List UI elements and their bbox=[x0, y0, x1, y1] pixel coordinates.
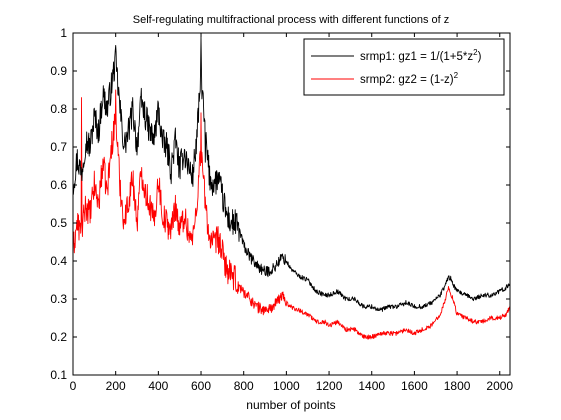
legend-label-srmp2: srmp2: gz2 = (1-z)2 bbox=[360, 71, 459, 86]
y-tick-label-1: 1 bbox=[60, 26, 67, 40]
legend-label-srmp2-sup: 2 bbox=[454, 71, 459, 80]
tick-layer: 0 200 400 600 800 1000 1200 1400 1600 1800 2000 0.1… bbox=[50, 26, 513, 393]
y-tick-label-0.9: 0.9 bbox=[50, 64, 67, 78]
x-tick-label-1400: 1400 bbox=[358, 379, 385, 393]
x-axis-label: number of points bbox=[246, 398, 335, 412]
legend-label-srmp1-main: srmp1: gz1 = 1/(1+5*z bbox=[360, 51, 473, 63]
legend-label-srmp1: srmp1: gz1 = 1/(1+5*z2) bbox=[360, 48, 482, 63]
y-tick-label-0.5: 0.5 bbox=[50, 216, 67, 230]
y-tick-label-0.4: 0.4 bbox=[50, 254, 67, 268]
x-tick-label-600: 600 bbox=[191, 379, 211, 393]
legend-label-srmp2-main: srmp2: gz2 = (1-z) bbox=[360, 74, 454, 86]
series-line-srmp2 bbox=[72, 89, 511, 340]
x-tick-label-2000: 2000 bbox=[486, 379, 513, 393]
y-tick-label-0.1: 0.1 bbox=[50, 368, 67, 382]
x-tick-label-1000: 1000 bbox=[273, 379, 300, 393]
legend-label-srmp1-tail: ) bbox=[478, 51, 482, 63]
x-tick-label-400: 400 bbox=[148, 379, 168, 393]
legend-box bbox=[303, 38, 505, 96]
y-tick-label-0.6: 0.6 bbox=[50, 178, 67, 192]
legend-label-srmp1-sup: 2 bbox=[473, 48, 478, 57]
x-tick-label-1600: 1600 bbox=[401, 379, 428, 393]
series-layer bbox=[72, 36, 511, 340]
x-tick-label-800: 800 bbox=[234, 379, 254, 393]
y-tick-label-0.2: 0.2 bbox=[50, 330, 67, 344]
y-tick-label-0.3: 0.3 bbox=[50, 292, 67, 306]
x-tick-label-1200: 1200 bbox=[316, 379, 343, 393]
x-tick-label-1800: 1800 bbox=[444, 379, 471, 393]
legend: srmp1: gz1 = 1/(1+5*z2) srmp2: gz2 = (1-… bbox=[303, 38, 505, 96]
series-line-srmp1 bbox=[72, 36, 511, 312]
x-tick-label-0: 0 bbox=[70, 379, 77, 393]
y-tick-label-0.8: 0.8 bbox=[50, 102, 67, 116]
chart-title: Self-regulating multifractional process … bbox=[133, 14, 450, 26]
plot-frame bbox=[72, 32, 511, 376]
x-tick-label-200: 200 bbox=[106, 379, 126, 393]
y-tick-label-0.7: 0.7 bbox=[50, 140, 67, 154]
